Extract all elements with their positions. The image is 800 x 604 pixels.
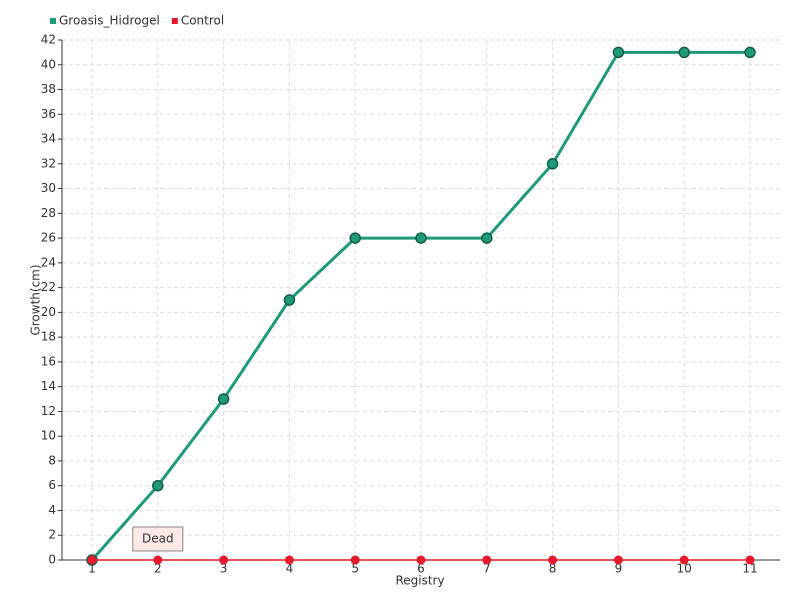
data-point xyxy=(153,555,163,565)
x-tick-label: 8 xyxy=(549,562,557,576)
data-point xyxy=(349,232,361,244)
data-point xyxy=(745,555,755,565)
x-tick-label: 4 xyxy=(286,562,294,576)
x-tick-label: 9 xyxy=(615,562,623,576)
y-tick-label: 40 xyxy=(41,57,56,71)
data-point xyxy=(744,46,756,59)
x-tick-label: 10 xyxy=(677,562,692,576)
x-tick-label: 3 xyxy=(220,562,228,576)
data-point xyxy=(283,294,296,306)
data-point xyxy=(350,555,360,565)
data-point xyxy=(612,46,625,59)
y-tick-label: 4 xyxy=(48,503,56,517)
x-tick-label: 11 xyxy=(742,562,757,576)
data-point xyxy=(481,232,493,244)
y-tick-label: 10 xyxy=(41,429,56,443)
x-tick-label: 7 xyxy=(483,562,491,576)
data-point xyxy=(284,555,294,565)
data-point xyxy=(548,555,558,565)
x-tick-label: 5 xyxy=(351,562,359,576)
data-point xyxy=(546,158,559,170)
data-point xyxy=(613,555,623,565)
legend-swatch xyxy=(50,18,56,24)
y-tick-label: 30 xyxy=(41,181,56,195)
y-tick-label: 22 xyxy=(41,280,56,294)
x-tick-label: 1 xyxy=(88,562,96,576)
y-tick-label: 0 xyxy=(48,553,56,567)
legend-label: Control xyxy=(181,14,224,28)
legend-swatch xyxy=(171,18,178,24)
y-tick-label: 2 xyxy=(48,528,56,542)
annotation-text: Dead xyxy=(142,532,174,546)
y-tick-label: 28 xyxy=(41,206,56,220)
y-tick-label: 12 xyxy=(41,404,56,418)
x-axis-label: Registry xyxy=(395,574,444,588)
data-point xyxy=(416,555,426,565)
y-tick-label: 38 xyxy=(41,82,56,96)
data-point xyxy=(219,555,229,565)
data-point xyxy=(415,232,427,244)
y-tick-label: 14 xyxy=(41,379,56,393)
data-point xyxy=(482,555,492,565)
data-point xyxy=(679,555,689,565)
y-tick-label: 16 xyxy=(41,354,56,368)
y-axis-label: Growth(cm) xyxy=(29,264,43,335)
x-tick-label: 2 xyxy=(154,562,162,576)
y-tick-label: 36 xyxy=(41,107,56,121)
y-tick-label: 26 xyxy=(41,231,56,245)
y-tick-label: 42 xyxy=(41,33,56,47)
data-point xyxy=(678,46,690,59)
y-tick-label: 34 xyxy=(41,132,56,146)
y-tick-label: 32 xyxy=(41,156,56,170)
legend: Groasis_Hidrogel Control xyxy=(50,14,224,28)
legend-label: Groasis_Hidrogel xyxy=(59,14,160,28)
data-point xyxy=(87,555,97,565)
y-tick-label: 6 xyxy=(48,478,56,492)
y-tick-label: 20 xyxy=(41,305,56,319)
x-tick-label: 6 xyxy=(417,562,425,576)
y-tick-label: 18 xyxy=(41,330,56,344)
annotation-box xyxy=(132,526,184,552)
y-tick-label: 24 xyxy=(41,255,56,269)
data-point xyxy=(217,393,230,405)
y-tick-label: 8 xyxy=(48,453,56,467)
data-point xyxy=(152,479,164,492)
